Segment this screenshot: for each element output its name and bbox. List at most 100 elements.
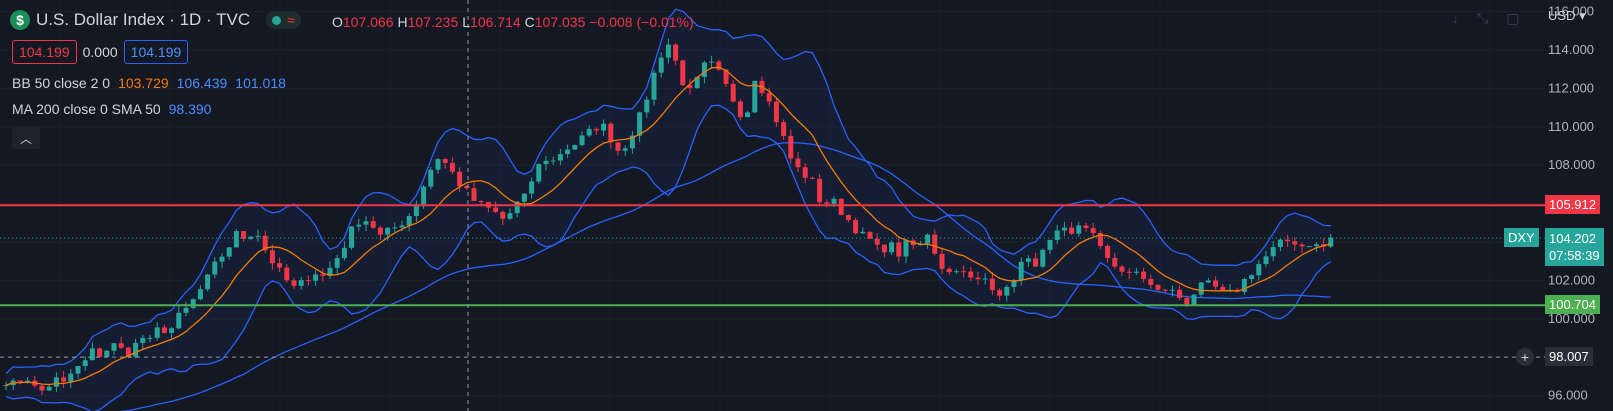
candle-body: [1328, 237, 1334, 247]
candle-body: [1033, 258, 1039, 267]
candle-body: [881, 244, 887, 253]
candle-body: [968, 271, 974, 278]
candle-body: [982, 278, 988, 280]
candle-body: [687, 85, 693, 89]
collapse-icon[interactable]: ⤡: [1477, 10, 1489, 26]
candle-body: [1083, 225, 1089, 229]
candle-body: [745, 112, 751, 118]
restore-icon[interactable]: ▢: [1506, 10, 1520, 26]
candle-body: [478, 201, 484, 203]
candle-body: [1054, 230, 1060, 240]
candle-body: [1292, 241, 1298, 245]
price-tick-label: 110.000: [1548, 119, 1594, 134]
candle-body: [867, 231, 873, 239]
candle-body: [961, 271, 967, 273]
wave-icon: ≈: [287, 12, 295, 28]
bar-countdown: 07:58:39: [1549, 248, 1600, 264]
candle-body: [334, 258, 340, 268]
candle-body: [1119, 266, 1125, 272]
candle-body: [111, 343, 117, 351]
price-tick-label: 100.000: [1548, 311, 1595, 326]
candle-body: [896, 242, 902, 257]
symbol-header[interactable]: $ U.S. Dollar Index · 1D · TVC ≈: [10, 8, 301, 32]
candle-body: [68, 373, 74, 382]
candle-body: [133, 342, 139, 357]
candle-body: [572, 145, 578, 150]
candle-body: [406, 216, 412, 226]
symbol-title[interactable]: U.S. Dollar Index · 1D · TVC: [36, 10, 251, 29]
currency-selector[interactable]: USD ▾: [1548, 8, 1586, 23]
candle-body: [493, 207, 499, 212]
candle-body: [327, 267, 333, 276]
sell-button[interactable]: 104.199: [12, 40, 77, 64]
candle-body: [946, 268, 952, 273]
candle-body: [313, 274, 319, 281]
price-tick-label: 112.000: [1548, 80, 1594, 95]
candle-body: [169, 328, 175, 333]
candle-body: [205, 274, 211, 290]
ma-legend[interactable]: MA 200 close 0 SMA 50 98.390: [12, 101, 211, 117]
candle-body: [1011, 280, 1017, 287]
candle-body: [349, 226, 355, 248]
candle-body: [1285, 239, 1291, 242]
candle-body: [565, 149, 571, 155]
price-change: −0.008 (−0.01%): [589, 14, 694, 30]
candle-body: [1047, 239, 1053, 250]
price-tick-label: 102.000: [1548, 272, 1595, 287]
candle-body: [464, 185, 470, 189]
candle-body: [385, 227, 391, 235]
candle-body: [665, 44, 671, 58]
candle-body: [723, 69, 729, 84]
candle-body: [694, 76, 700, 89]
candle-body: [514, 201, 520, 214]
candle-body: [1004, 286, 1010, 296]
ohlc-values: O107.066 H107.235 L106.714 C107.035 −0.0…: [332, 14, 694, 30]
candle-body: [989, 278, 995, 291]
candle-body: [421, 186, 427, 205]
candle-body: [716, 61, 722, 70]
candle-body: [1241, 279, 1247, 292]
candle-body: [925, 234, 931, 244]
candle-body: [874, 238, 880, 245]
last-price-badge: 104.202 07:58:39: [1545, 228, 1604, 267]
candle-body: [284, 267, 290, 281]
candle-body: [1025, 258, 1031, 262]
support-price-badge: 100.704: [1545, 295, 1600, 315]
candle-body: [773, 101, 779, 123]
bollinger-band-fill: [6, 9, 1331, 411]
arrow-down-icon[interactable]: ↓: [1452, 10, 1459, 26]
candle-body: [1090, 228, 1096, 234]
candle-body: [1133, 271, 1139, 273]
candle-body: [39, 385, 45, 391]
candle-body: [795, 158, 801, 168]
candle-body: [291, 280, 297, 286]
candle-body: [1061, 227, 1067, 231]
candle-body: [752, 80, 758, 113]
candle-body: [824, 202, 830, 204]
candle-body: [781, 122, 787, 136]
candle-body: [140, 337, 146, 343]
buy-button[interactable]: 104.199: [123, 40, 189, 64]
collapse-legend-button[interactable]: ︿: [12, 127, 40, 149]
candle-body: [997, 290, 1003, 296]
candle-body: [435, 159, 441, 170]
candle-body: [89, 348, 95, 361]
market-status[interactable]: ≈: [266, 11, 301, 29]
candle-body: [709, 61, 715, 63]
price-tick-label: 116.000: [1548, 4, 1594, 19]
candle-body: [860, 231, 866, 234]
bollinger-mid-value: 103.729: [118, 75, 169, 91]
add-alert-plus-icon[interactable]: +: [1516, 348, 1534, 367]
candle-body: [53, 377, 59, 387]
candle-body: [1270, 247, 1276, 257]
candle-body: [363, 221, 369, 225]
candle-body: [536, 164, 542, 182]
candle-body: [241, 231, 247, 239]
ma-name: MA 200 close 0 SMA 50: [12, 101, 161, 117]
candle-body: [817, 178, 823, 203]
bollinger-legend[interactable]: BB 50 close 2 0 103.729 106.439 101.018: [12, 75, 286, 91]
candle-body: [125, 347, 131, 357]
candle-body: [1162, 289, 1168, 291]
last-price-value: 104.202: [1549, 231, 1596, 247]
